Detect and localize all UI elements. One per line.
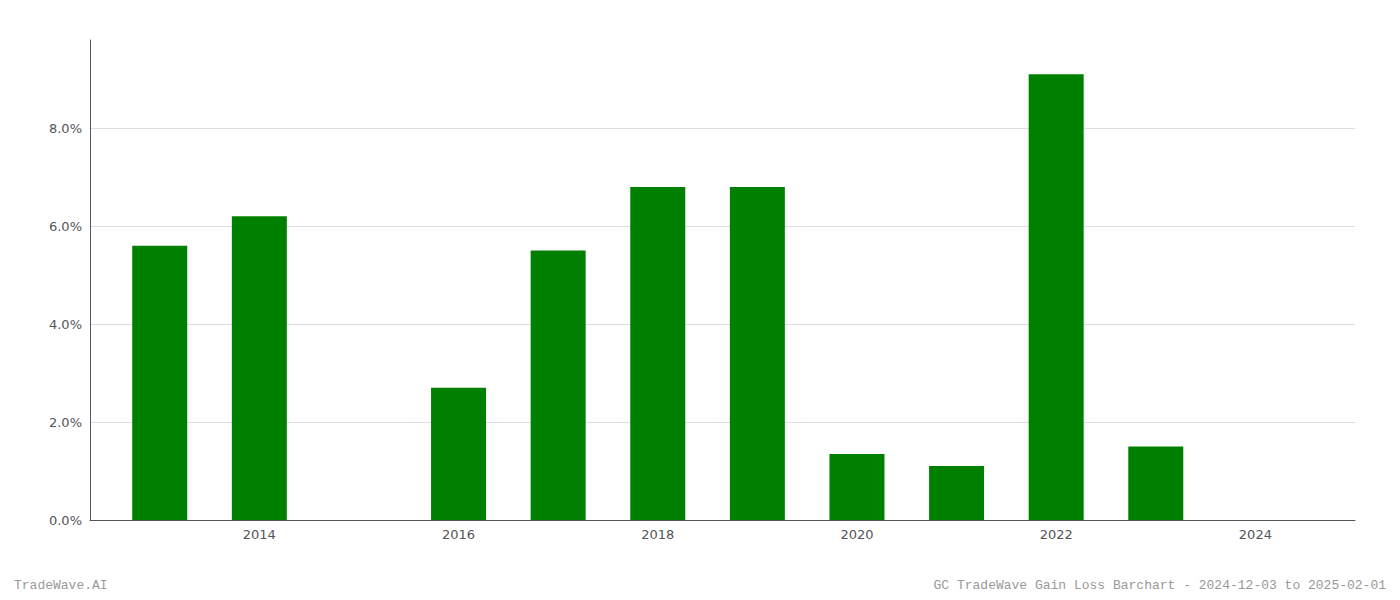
svg-text:TradeWave.AI: TradeWave.AI	[14, 578, 108, 593]
svg-text:2020: 2020	[840, 527, 873, 542]
svg-text:2.0%: 2.0%	[49, 415, 82, 430]
svg-text:2016: 2016	[442, 527, 475, 542]
svg-text:2022: 2022	[1040, 527, 1073, 542]
svg-text:2018: 2018	[641, 527, 674, 542]
svg-text:8.0%: 8.0%	[49, 121, 82, 136]
svg-text:2024: 2024	[1239, 527, 1272, 542]
svg-text:GC TradeWave Gain Loss Barchar: GC TradeWave Gain Loss Barchart - 2024-1…	[934, 578, 1387, 593]
svg-text:0.0%: 0.0%	[49, 513, 82, 528]
svg-text:4.0%: 4.0%	[49, 317, 82, 332]
svg-text:2014: 2014	[243, 527, 276, 542]
svg-text:6.0%: 6.0%	[49, 219, 82, 234]
